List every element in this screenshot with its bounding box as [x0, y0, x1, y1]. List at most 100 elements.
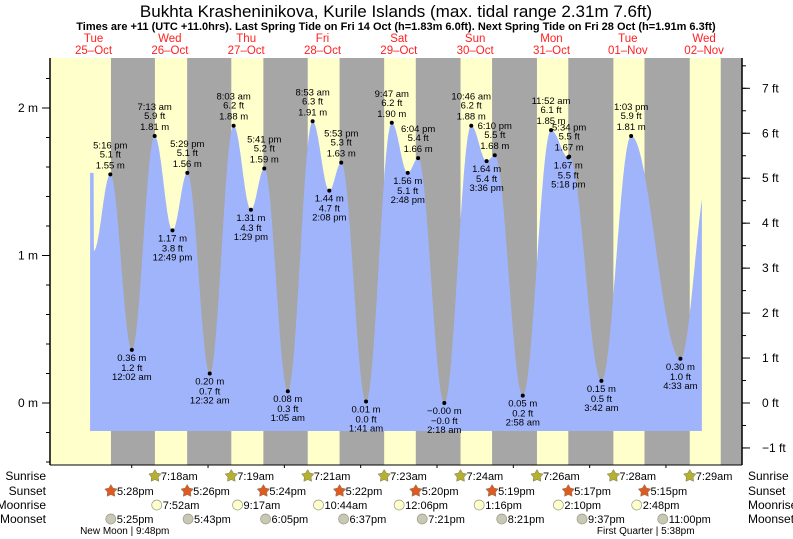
sunset-icon — [256, 484, 271, 497]
tide-ft: 0.0 ft — [355, 415, 376, 426]
tide-time: 1:29 pm — [234, 232, 268, 243]
tide-point — [231, 123, 236, 128]
tide-m: 1.85 m — [537, 116, 566, 127]
sunrise-icon — [683, 469, 697, 482]
day-weekday: Sun — [465, 33, 485, 45]
tide-ft: 3.8 ft — [162, 243, 183, 254]
tide-time: 1:41 am — [349, 424, 383, 435]
tide-ft: 6.3 ft — [302, 96, 323, 107]
tide-time: 8:53 am — [295, 87, 329, 98]
right-tick-label: 0 ft — [762, 396, 779, 410]
sunset-icon — [561, 484, 575, 497]
sunset-icon — [332, 484, 347, 497]
tide-ft: 6.1 ft — [540, 105, 561, 116]
tide-point — [339, 160, 344, 165]
tide-m: 1.88 m — [457, 112, 486, 123]
moonrise-time: 1:16pm — [485, 500, 522, 512]
tide-time: 4:33 am — [663, 381, 697, 392]
tide-m: 0.08 m — [273, 394, 302, 405]
tide-m: 1.81 m — [617, 122, 646, 133]
sunset-icon — [409, 484, 423, 497]
tide-ft: 0.3 ft — [277, 404, 298, 415]
tide-time: 10:46 am — [451, 92, 491, 103]
tide-point — [285, 389, 290, 394]
tide-time: 2:18 am — [427, 425, 461, 436]
moonrise-time: 2:48pm — [643, 500, 680, 512]
right-tick-label: 7 ft — [762, 81, 779, 95]
sunrise-time: 7:18am — [161, 471, 198, 483]
moonset-row-label-right: Moonset — [748, 512, 793, 526]
moonset-icon — [576, 513, 588, 525]
moon-phase: First Quarter | 5:38pm — [597, 526, 695, 537]
sunrise-icon — [530, 469, 544, 482]
moonset-time: 6:37pm — [350, 514, 387, 526]
tide-time: 5:16 pm — [93, 140, 127, 151]
moonset-time: 5:43pm — [194, 514, 231, 526]
tide-m: 0.15 m — [587, 384, 616, 395]
moonset-icon — [416, 513, 428, 525]
sunset-icon — [485, 484, 499, 497]
tide-point — [549, 128, 554, 133]
tide-m: 1.56 m — [393, 176, 422, 187]
tide-point — [364, 399, 369, 404]
sunset-time: 5:28pm — [117, 486, 154, 498]
tide-time: 11:52 am — [532, 96, 571, 107]
tide-m: 1.91 m — [298, 107, 327, 118]
sunrise-icon — [453, 469, 468, 482]
tide-ft: 1.2 ft — [121, 363, 142, 374]
tide-ft: 5.5 ft — [559, 132, 580, 143]
tide-ft: 5.4 ft — [476, 174, 497, 185]
tide-point — [207, 371, 212, 376]
right-tick-label: 6 ft — [762, 126, 779, 140]
sunset-icon — [180, 484, 194, 497]
day-weekday: Sat — [390, 33, 408, 45]
tide-ft: 5.3 ft — [331, 138, 352, 149]
moonset-icon — [182, 513, 194, 525]
sunrise-icon — [301, 469, 315, 482]
tide-m: −0.00 m — [427, 406, 462, 417]
sunset-icon — [104, 484, 118, 497]
chart-subtitle: Times are +11 (UTC +11.0hrs). Last Sprin… — [76, 21, 716, 33]
right-tick-label: 2 ft — [762, 306, 779, 320]
moonrise-time: 9:17am — [244, 500, 281, 512]
tide-m: 1.17 m — [158, 233, 187, 244]
left-tick-label: 1 m — [18, 249, 38, 263]
tide-m: 1.67 m — [555, 143, 584, 154]
tide-point — [129, 347, 134, 352]
tide-time: 12:02 am — [112, 372, 152, 383]
tide-time: 12:49 pm — [153, 252, 193, 263]
moonrise-time: 12:06pm — [405, 500, 448, 512]
tide-point — [442, 401, 447, 405]
tide-time: 1:03 pm — [614, 102, 648, 113]
tide-ft: 6.2 ft — [223, 101, 244, 112]
tide-m: 0.05 m — [508, 399, 537, 410]
tide-m: 0.20 m — [195, 377, 224, 388]
moonrise-icon — [473, 499, 485, 511]
day-weekday: Fri — [316, 33, 329, 45]
day-weekday: Wed — [158, 33, 181, 45]
day-date: 30–Oct — [457, 45, 495, 57]
tide-ft: 5.9 ft — [144, 111, 165, 122]
tide-m: 1.67 m — [554, 160, 583, 171]
tide-point — [405, 170, 410, 175]
sunset-time: 5:17pm — [574, 486, 611, 498]
tide-point — [629, 134, 634, 139]
day-date: 02–Nov — [684, 45, 724, 57]
tide-ft: 5.1 ft — [100, 149, 121, 160]
tide-ft: 6.2 ft — [461, 101, 482, 112]
sunset-row-label-left: Sunset — [9, 484, 47, 498]
day-weekday: Thu — [236, 33, 256, 45]
tide-ft: 4.7 ft — [319, 204, 340, 215]
left-tick-label: 0 m — [18, 396, 38, 410]
moonrise-icon — [393, 499, 405, 511]
tide-point — [469, 123, 474, 128]
sunset-time: 5:26pm — [193, 486, 230, 498]
tide-point — [599, 378, 604, 383]
tide-m: 1.64 m — [472, 164, 501, 175]
day-weekday: Tue — [618, 33, 637, 45]
right-tick-label: 1 ft — [762, 351, 779, 365]
tide-point — [310, 119, 315, 124]
tide-time: 3:36 pm — [469, 183, 503, 194]
tide-m: 1.68 m — [480, 141, 509, 152]
